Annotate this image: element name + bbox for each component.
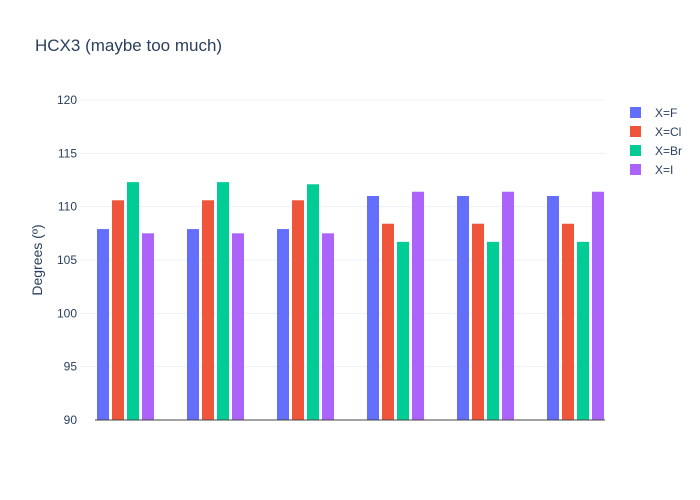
bar[interactable] [217, 182, 229, 420]
legend-label[interactable]: X=F [655, 106, 677, 120]
y-tick-label: 100 [57, 306, 77, 320]
bar[interactable] [142, 233, 154, 420]
bar[interactable] [307, 184, 319, 420]
y-tick-label: 90 [64, 413, 78, 427]
legend-label[interactable]: X=Br [655, 144, 682, 158]
y-tick-label: 115 [58, 146, 77, 160]
bar[interactable] [97, 229, 109, 420]
y-tick-label: 105 [57, 253, 77, 267]
grid-lines [80, 99, 605, 368]
bar[interactable] [397, 241, 409, 420]
bars [97, 182, 604, 420]
y-tick-label: 120 [57, 93, 77, 107]
legend-swatch[interactable] [630, 145, 641, 156]
bar[interactable] [292, 200, 304, 420]
legend-label[interactable]: X=Cl [655, 125, 681, 139]
bar[interactable] [562, 223, 574, 420]
y-axis-ticks: 90 95 100 105 110 115 120 [57, 93, 77, 427]
legend-swatch[interactable] [630, 164, 641, 175]
bar[interactable] [382, 223, 394, 420]
bar[interactable] [322, 233, 334, 420]
bar[interactable] [592, 191, 604, 420]
bar[interactable] [277, 229, 289, 420]
bar[interactable] [502, 191, 514, 420]
bar[interactable] [472, 223, 484, 420]
chart-title: HCX3 (maybe too much) [35, 36, 222, 55]
legend-swatch[interactable] [630, 107, 641, 118]
bar[interactable] [202, 200, 214, 420]
bar[interactable] [457, 196, 469, 420]
y-tick-label: 95 [64, 360, 78, 374]
y-tick-label: 110 [58, 200, 77, 214]
legend-swatch[interactable] [630, 126, 641, 137]
y-axis-title: Degrees (º) [29, 224, 45, 295]
legend-label[interactable]: X=I [655, 163, 673, 177]
bar[interactable] [112, 200, 124, 420]
bar[interactable] [127, 182, 139, 420]
bar[interactable] [187, 229, 199, 420]
legend[interactable]: X=F X=Cl X=Br X=I [630, 106, 682, 177]
bar[interactable] [547, 196, 559, 420]
bar[interactable] [577, 241, 589, 420]
bar[interactable] [412, 191, 424, 420]
bar[interactable] [232, 233, 244, 420]
bar[interactable] [367, 196, 379, 420]
bar[interactable] [487, 241, 499, 420]
